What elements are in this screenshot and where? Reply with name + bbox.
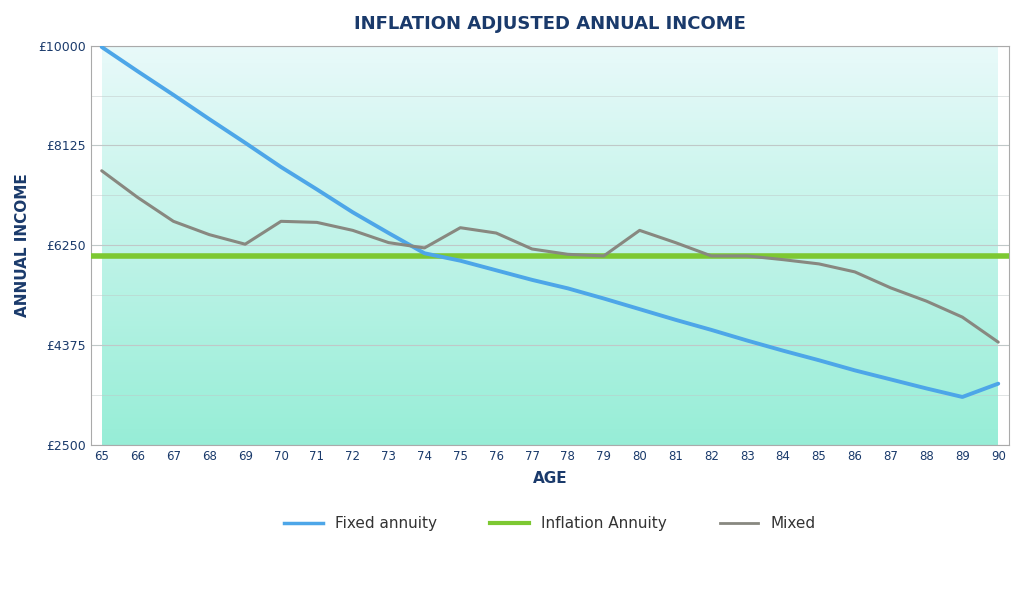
Title: INFLATION ADJUSTED ANNUAL INCOME: INFLATION ADJUSTED ANNUAL INCOME (354, 15, 745, 33)
Legend: Fixed annuity, Inflation Annuity, Mixed: Fixed annuity, Inflation Annuity, Mixed (279, 510, 821, 537)
X-axis label: AGE: AGE (532, 471, 567, 486)
Y-axis label: ANNUAL INCOME: ANNUAL INCOME (15, 174, 30, 317)
